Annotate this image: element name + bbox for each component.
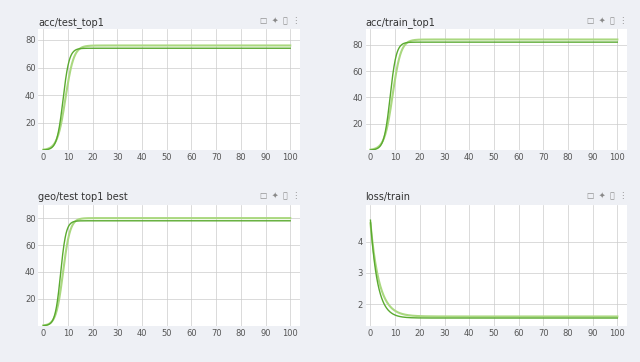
Text: geo/test top1 best: geo/test top1 best [38, 193, 128, 202]
Text: □  ✦  ⛶  ⋮: □ ✦ ⛶ ⋮ [587, 191, 627, 200]
Text: □  ✦  ⛶  ⋮: □ ✦ ⛶ ⋮ [260, 191, 300, 200]
Text: □  ✦  ⛶  ⋮: □ ✦ ⛶ ⋮ [587, 15, 627, 24]
Text: acc/train_top1: acc/train_top1 [365, 17, 435, 28]
Text: □  ✦  ⛶  ⋮: □ ✦ ⛶ ⋮ [260, 15, 300, 24]
Text: loss/train: loss/train [365, 193, 410, 202]
Text: acc/test_top1: acc/test_top1 [38, 17, 104, 28]
